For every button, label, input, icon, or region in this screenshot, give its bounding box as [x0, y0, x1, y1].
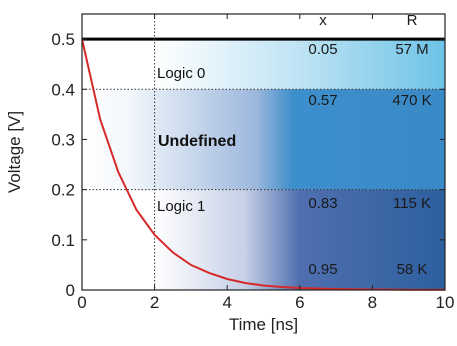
- voltage-decay-line: [81, 38, 446, 291]
- series-group: [81, 38, 446, 291]
- y-tick-label: 0.1: [51, 231, 75, 250]
- logic-0-band: [82, 39, 445, 90]
- y-tick-label: 0.2: [51, 181, 75, 200]
- table-cell-r: 57 M: [395, 41, 428, 58]
- x-axis-ticks: 0 2 4 6 8 10: [77, 14, 454, 312]
- region-label-logic-1: Logic 1: [157, 198, 205, 215]
- region-label-undefined: Undefined: [158, 133, 236, 150]
- plot-background: [82, 39, 445, 290]
- x-axis-label: Time [ns]: [229, 315, 298, 334]
- y-tick-label: 0: [66, 281, 75, 300]
- y-axis-label: Voltage [V]: [5, 111, 24, 193]
- y-tick-label: 0.4: [51, 80, 75, 99]
- table-cell-x: 0.95: [308, 261, 337, 278]
- x-tick-label: 10: [436, 293, 455, 312]
- table-header-r: R: [407, 12, 418, 29]
- x-tick-label: 4: [222, 293, 231, 312]
- table-cell-x: 0.57: [308, 92, 337, 109]
- x-tick-label: 6: [295, 293, 304, 312]
- y-tick-label: 0.5: [51, 30, 75, 49]
- table-cell-x: 0.83: [308, 195, 337, 212]
- x-tick-label: 0: [77, 293, 86, 312]
- table-cell-r: 470 K: [392, 92, 431, 109]
- table-cell-r: 58 K: [397, 261, 428, 278]
- region-label-logic-0: Logic 0: [157, 65, 205, 82]
- x-tick-label: 8: [368, 293, 377, 312]
- table-cell-x: 0.05: [308, 41, 337, 58]
- x-tick-label: 2: [150, 293, 159, 312]
- reference-lines: [82, 14, 445, 290]
- table-cell-r: 115 K: [393, 195, 431, 212]
- resistance-table: x R 0.05 57 M 0.57 470 K 0.83 115 K 0.95…: [308, 12, 431, 278]
- y-tick-label: 0.3: [51, 130, 75, 149]
- y-axis-ticks: 0 0.1 0.2 0.3 0.4 0.5: [51, 30, 445, 300]
- undefined-band: [82, 89, 445, 190]
- table-header-x: x: [319, 12, 327, 29]
- logic-1-band: [82, 189, 445, 290]
- plot-frame: [81, 13, 446, 291]
